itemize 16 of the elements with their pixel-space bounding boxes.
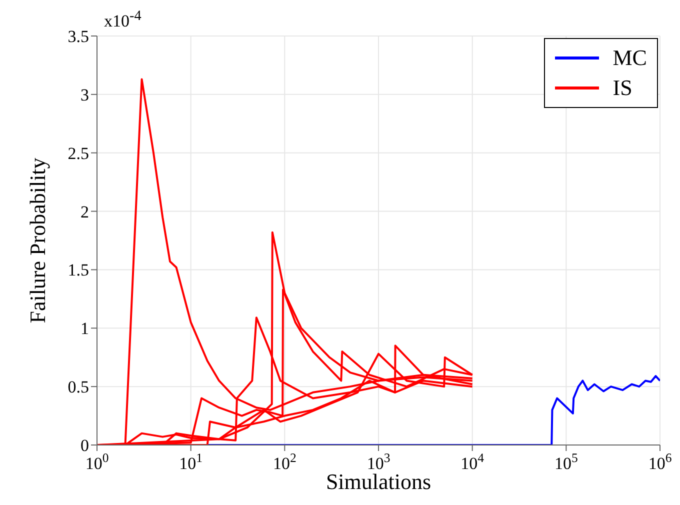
y-tick-label: 3.5 [68,27,89,46]
x-tick-label: 10$^{5}$ [554,451,578,473]
y-tick-label: 1.5 [68,260,89,280]
x-tick-label: 10$^{4}$ [460,451,485,473]
x-tick-label: 10$^{6}$ [648,451,672,473]
legend-label: MC [612,44,647,72]
y-tick-label: 3 [80,85,89,104]
y-tick-label: 2 [80,202,89,222]
y-tick-label: 0.5 [68,378,89,397]
y-tick-label: 1 [80,319,89,338]
legend-label: IS [612,74,632,102]
x-tick-label: 10$^{2}$ [272,451,296,473]
text: x10$^{-4}$ [104,8,142,32]
y-axis-title: Failure Probability [24,158,50,324]
x-tick-label: 10$^{1}$ [179,451,203,473]
y-tick-label: 2.5 [68,144,89,163]
